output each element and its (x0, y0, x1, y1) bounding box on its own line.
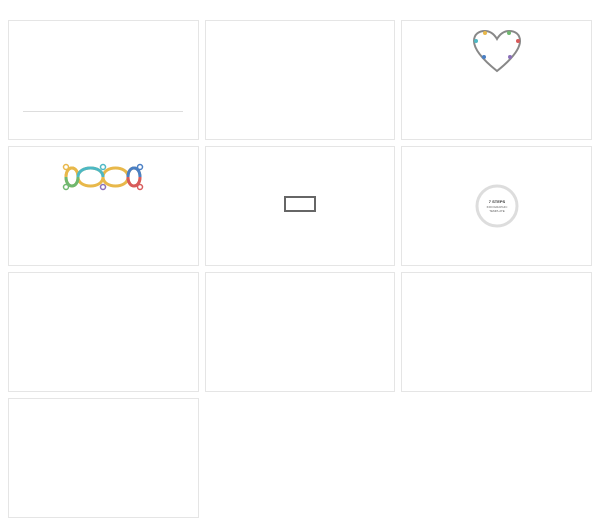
svg-text:7 STEPS: 7 STEPS (488, 199, 505, 204)
card-8-options (205, 146, 396, 266)
header (0, 0, 600, 20)
card-infinity (8, 146, 199, 266)
template-grid: 7 STEPS INFOGRAPHIC TEMPLATE (0, 20, 600, 526)
infinity-icon (48, 157, 158, 197)
card-timeline (205, 20, 396, 140)
card-progress-bars (205, 272, 396, 392)
heart-icon (472, 29, 522, 74)
steps-circle-icon: 7 STEPS INFOGRAPHIC TEMPLATE (472, 181, 522, 231)
card-pyramid (8, 398, 199, 518)
card-bar-chart (8, 20, 199, 140)
card-heart (401, 20, 592, 140)
svg-text:TEMPLATE: TEMPLATE (489, 209, 505, 213)
pyramid-icon (17, 423, 87, 493)
card-vertical-steps (8, 272, 199, 392)
card-7-steps: 7 STEPS INFOGRAPHIC TEMPLATE (401, 146, 592, 266)
card-percentage-dots (401, 272, 592, 392)
